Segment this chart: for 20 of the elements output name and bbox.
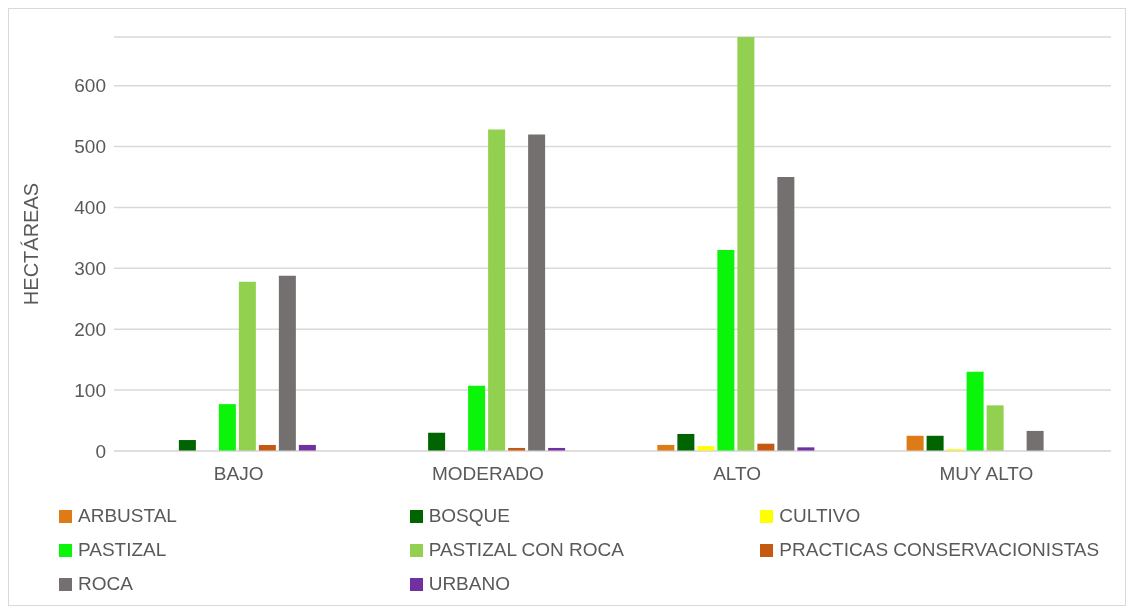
x-tick-label: MODERADO (431, 463, 544, 485)
x-tick-label: ALTO (713, 463, 762, 485)
y-tick-label: 600 (74, 75, 106, 97)
legend-label: CULTIVO (779, 505, 861, 527)
legend-label: URBANO (428, 573, 510, 595)
y-tick-label: 400 (74, 197, 106, 219)
y-tick-label: 500 (74, 136, 106, 158)
legend-label: PASTIZAL (78, 539, 167, 561)
y-tick-label: 100 (74, 379, 106, 401)
legend-label: BOSQUE (428, 505, 510, 527)
x-tick-label: MUY ALTO (939, 463, 1034, 485)
legend-label: ARBUSTAL (78, 505, 177, 527)
y-axis-title: HECTÁREAS (20, 182, 43, 306)
legend-label: PASTIZAL CON ROCA (428, 539, 624, 561)
y-tick-label: 300 (74, 258, 106, 280)
legend-label: PRACTICAS CONSERVACIONISTAS (779, 539, 1100, 561)
x-tick-label: BAJO (213, 463, 264, 485)
legend-label: ROCA (78, 573, 133, 595)
y-tick-label: 0 (95, 440, 106, 462)
y-tick-label: 200 (74, 318, 106, 340)
